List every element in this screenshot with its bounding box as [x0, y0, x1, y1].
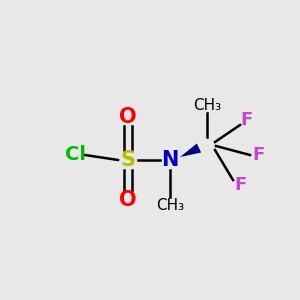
Text: CH₃: CH₃	[156, 197, 184, 212]
Text: F: F	[234, 176, 246, 194]
Polygon shape	[180, 143, 201, 157]
Text: Cl: Cl	[64, 146, 86, 164]
Text: F: F	[241, 111, 253, 129]
Text: S: S	[121, 150, 136, 170]
Text: CH₃: CH₃	[193, 98, 221, 112]
Text: F: F	[252, 146, 264, 164]
Text: O: O	[119, 190, 137, 210]
Text: N: N	[161, 150, 179, 170]
Text: O: O	[119, 107, 137, 127]
